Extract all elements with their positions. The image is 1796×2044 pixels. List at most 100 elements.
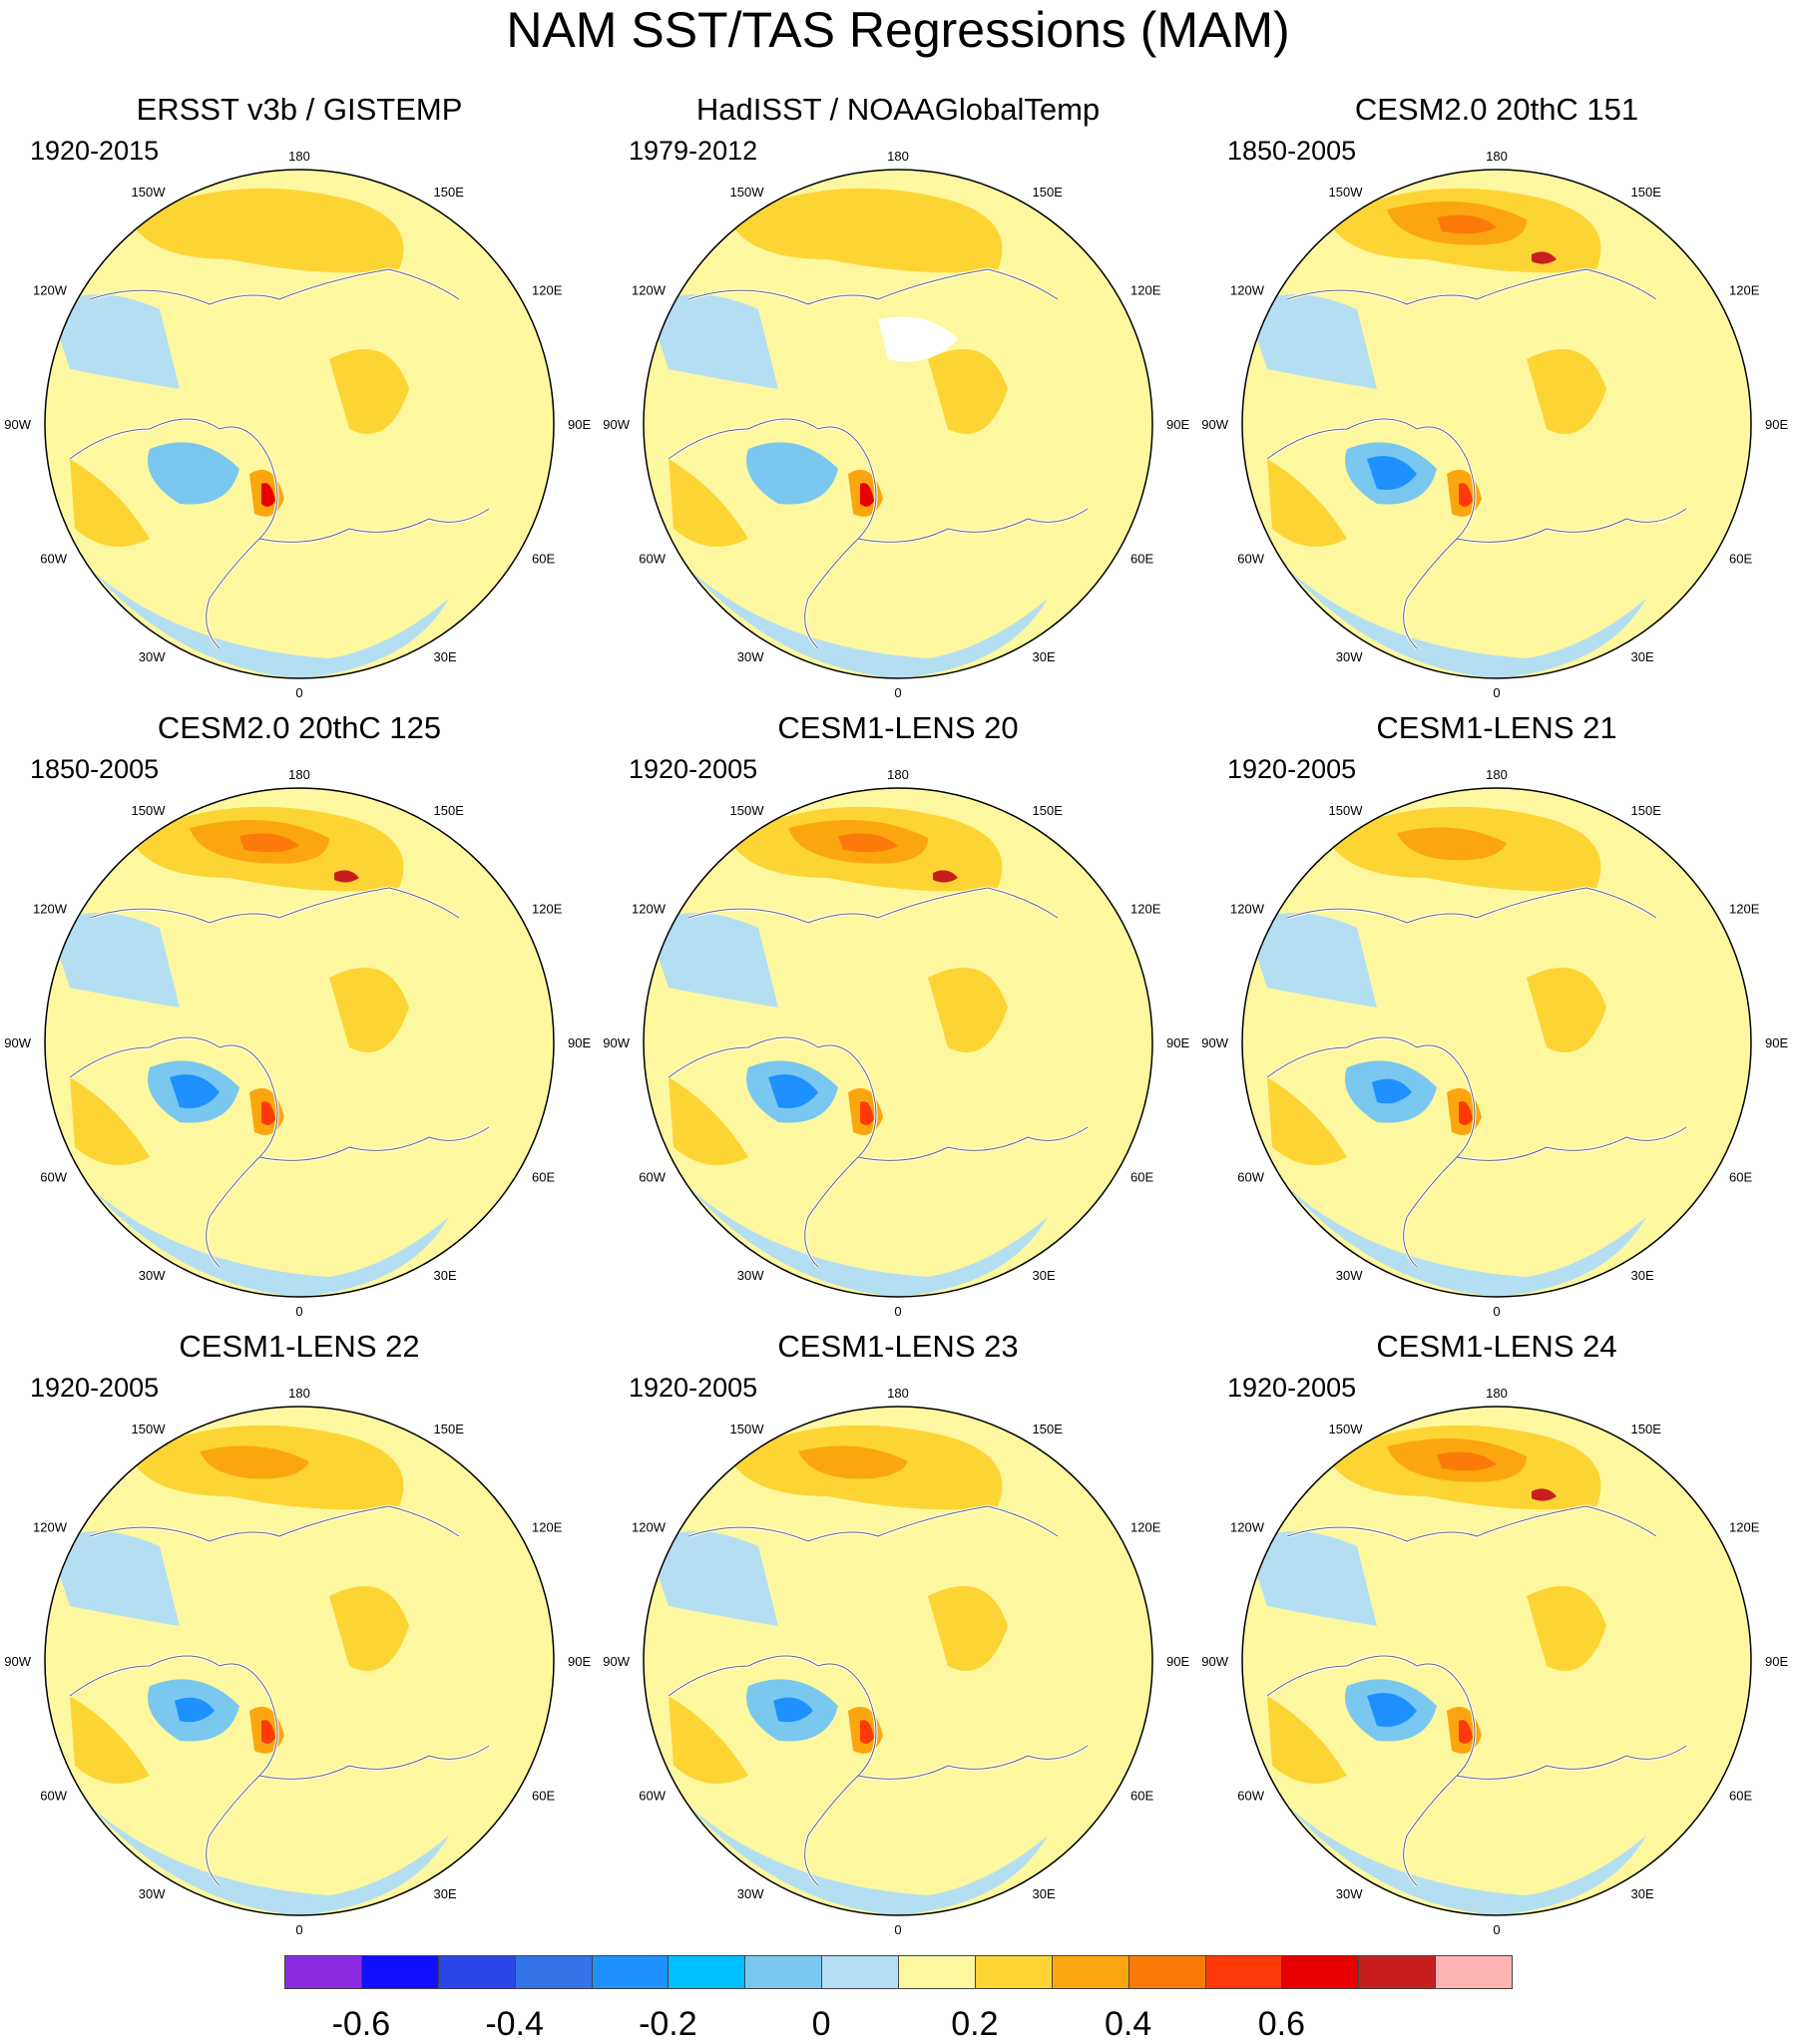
longitude-label: 150W (132, 1422, 167, 1436)
polar-map: 180 150E 120E 90E 60E 30E 0 30W 60W 90W 120W 150W (1201, 130, 1788, 708)
map-background (644, 1407, 1152, 1915)
labrador-core (1367, 456, 1417, 490)
longitude-label: 30E (1631, 1268, 1654, 1283)
period-label: 1920-2005 (30, 1373, 160, 1403)
longitude-label: 120W (33, 902, 68, 917)
longitude-label: 90E (1166, 1035, 1189, 1050)
map-border (1241, 1406, 1752, 1916)
panel-title: ERSST v3b / GISTEMP (136, 92, 463, 127)
polar-map: 180 150E 120E 90E 60E 30E 0 30W 60W 90W 120W 150W (1201, 1367, 1788, 1945)
longitude-label: 90W (4, 417, 31, 432)
map-panel: CESM2.0 20thC 125 180 150E 120E 90E 60E 30E 0 30… (0, 708, 599, 1347)
atlantic-anomaly (669, 1077, 748, 1165)
map-panel: CESM1-LENS 20 180 150E 120E 90E 60E 30E 0 30W 60W… (599, 708, 1197, 1347)
colorbar-swatch (668, 1955, 746, 1989)
longitude-label: 60E (1729, 1170, 1752, 1185)
colorbar-swatch (898, 1955, 976, 1989)
map-panel: CESM1-LENS 21 180 150E 120E 90E 60E 30E 0 30W 60W… (1197, 708, 1796, 1347)
panel-title: CESM2.0 20thC 151 (1354, 92, 1639, 127)
labrador-core (773, 1697, 813, 1723)
longitude-label: 150W (730, 185, 765, 200)
polar-map-svg: 180 150E 120E 90E 60E 30E 0 30W 60W 90W 120W 150W (603, 149, 1189, 700)
labrador-anomaly (148, 442, 239, 505)
longitude-label: 30W (139, 649, 166, 664)
longitude-label: 90E (1166, 1654, 1189, 1669)
longitude-label: 150E (1631, 803, 1662, 818)
polar-map: 180 150E 120E 90E 60E 30E 0 30W 60W 90W 120W 150W (4, 130, 591, 708)
colorbar-swatch (1204, 1955, 1283, 1989)
longitude-label: 120W (33, 1520, 68, 1535)
panel-title: CESM2.0 20thC 125 (157, 710, 442, 745)
period-label: 1920-2005 (629, 1373, 758, 1403)
map-background (45, 788, 554, 1297)
longitude-label: 30E (1631, 1886, 1654, 1901)
longitude-label: 180 (288, 1386, 310, 1401)
longitude-label: 0 (1493, 1304, 1500, 1319)
polar-map: 180 150E 120E 90E 60E 30E 0 30W 60W 90W 120W 150W (4, 748, 591, 1327)
eurasia-anomaly (329, 349, 409, 434)
canada-anomaly (1247, 1531, 1377, 1626)
pacific-center (1437, 1451, 1497, 1471)
longitude-label: 150W (730, 1422, 765, 1436)
colorbar-tick-label: 0.2 (951, 2005, 999, 2043)
longitude-label: 30E (1033, 1886, 1056, 1901)
map-panel: CESM1-LENS 23 180 150E 120E 90E 60E 30E 0 30W 60W… (599, 1327, 1197, 1965)
longitude-label: 120E (532, 1520, 563, 1535)
canada-anomaly (1247, 913, 1377, 1008)
scandinavia-core (860, 483, 874, 507)
longitude-label: 90W (1201, 1035, 1228, 1050)
labrador-core (768, 1074, 818, 1108)
longitude-label: 150E (434, 1422, 465, 1436)
coastline-outline (668, 887, 1089, 1268)
eurasia-anomaly (928, 1586, 1008, 1671)
polar-map-svg: 180 150E 120E 90E 60E 30E 0 30W 60W 90W 120W 150W (1201, 1386, 1788, 1937)
longitude-label: 150E (1631, 1422, 1662, 1436)
polar-map-svg: 180 150E 120E 90E 60E 30E 0 30W 60W 90W 120W 150W (1201, 767, 1788, 1319)
map-background (45, 170, 554, 678)
longitude-label: 120E (1729, 902, 1760, 917)
map-background (1242, 1407, 1751, 1915)
longitude-label: 90E (568, 417, 591, 432)
longitude-label: 0 (295, 1922, 302, 1937)
longitude-label: 60W (1237, 1170, 1264, 1185)
tropical-band-anomaly (688, 569, 1048, 678)
scandinavia-core (860, 1101, 874, 1125)
panel-title: CESM1-LENS 21 (1376, 710, 1617, 745)
period-label: 1979-2012 (629, 136, 758, 166)
longitude-label: 0 (894, 1922, 901, 1937)
map-border (1241, 169, 1752, 679)
longitude-label: 120W (33, 283, 68, 298)
coastline-outline (1266, 887, 1687, 1268)
eurasia-anomaly (928, 968, 1008, 1052)
longitude-label: 150W (132, 185, 167, 200)
longitude-label: 120W (632, 902, 667, 917)
longitude-label: 90W (4, 1654, 31, 1669)
colorbar-swatch (821, 1955, 899, 1989)
longitude-label: 60E (1130, 552, 1153, 567)
polar-map: 180 150E 120E 90E 60E 30E 0 30W 60W 90W 120W 150W (603, 1367, 1189, 1945)
colorbar (284, 1955, 1513, 1991)
map-panel: CESM2.0 20thC 151 180 150E 120E 90E 60E 30E 0 30… (1197, 90, 1796, 728)
map-border (44, 787, 555, 1298)
colorbar-tick-label: -0.4 (485, 2005, 544, 2043)
tropical-band-anomaly (90, 1806, 449, 1915)
panel-title: HadISST / NOAAGlobalTemp (695, 92, 1101, 127)
map-background (644, 788, 1152, 1297)
longitude-label: 180 (1486, 149, 1508, 164)
period-label: 1920-2005 (1227, 1373, 1357, 1403)
longitude-label: 30E (1631, 649, 1654, 664)
longitude-label: 150W (730, 803, 765, 818)
longitude-label: 60W (40, 552, 67, 567)
eurasia-anomaly (1527, 349, 1606, 434)
longitude-label: 30E (434, 1886, 457, 1901)
atlantic-anomaly (1267, 1696, 1347, 1784)
longitude-label: 150E (1033, 1422, 1064, 1436)
map-panel: HadISST / NOAAGlobalTemp 180 150E 120E 90E 60… (599, 90, 1197, 728)
tropical-band-anomaly (90, 1187, 449, 1297)
colorbar-tick-label: -0.2 (639, 2005, 697, 2043)
map-background (644, 170, 1152, 678)
longitude-label: 120W (632, 283, 667, 298)
canada-anomaly (50, 294, 180, 389)
longitude-label: 90W (603, 1654, 630, 1669)
polar-map-svg: 180 150E 120E 90E 60E 30E 0 30W 60W 90W 120W 150W (603, 767, 1189, 1319)
